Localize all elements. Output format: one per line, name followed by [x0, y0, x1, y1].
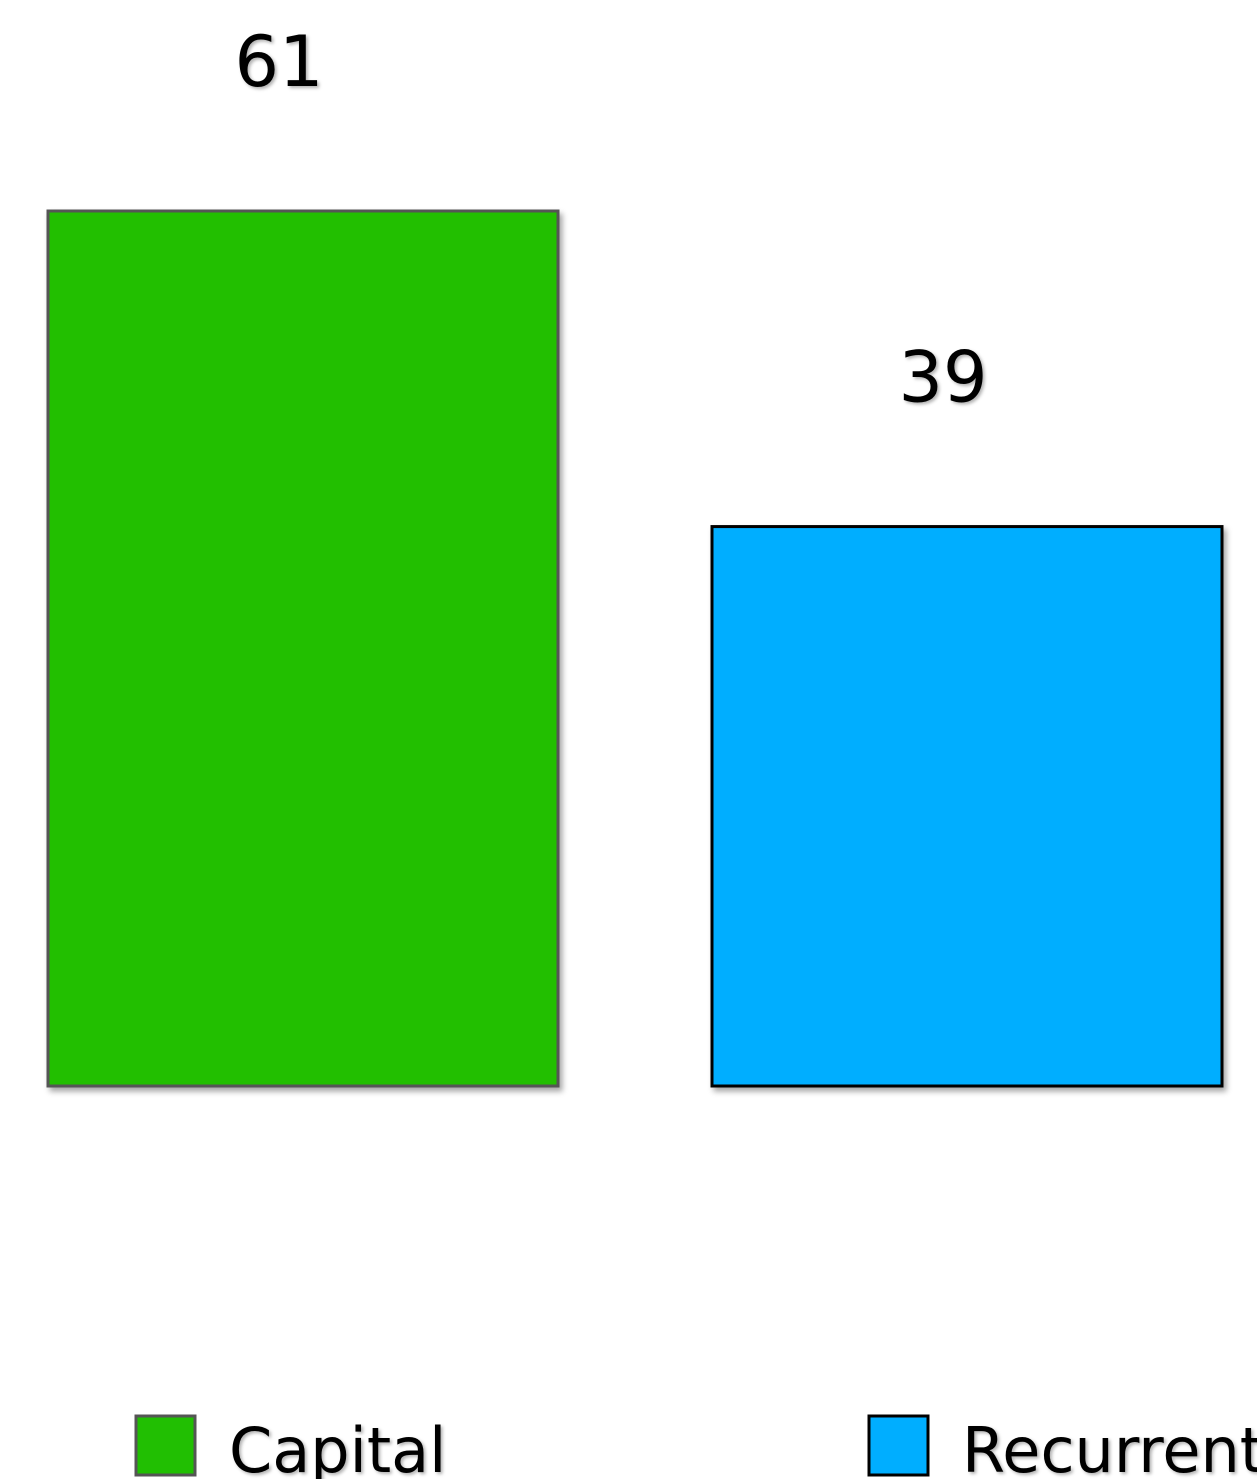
bar-capital	[46, 209, 560, 1088]
data-label-recurrent: 39	[898, 337, 987, 419]
legend: Capital Recurrent	[134, 1414, 1257, 1479]
legend-item-capital: Capital	[134, 1414, 446, 1479]
data-label-capital: 61	[234, 21, 323, 103]
bar-recurrent	[710, 525, 1224, 1088]
bars-group	[46, 209, 1224, 1088]
legend-item-recurrent: Recurrent	[867, 1414, 1257, 1479]
legend-swatch-capital	[134, 1414, 197, 1477]
data-labels-group: 61 39	[234, 21, 987, 419]
legend-swatch-recurrent	[867, 1414, 930, 1477]
legend-label-recurrent: Recurrent	[962, 1414, 1257, 1479]
legend-label-capital: Capital	[229, 1414, 446, 1479]
